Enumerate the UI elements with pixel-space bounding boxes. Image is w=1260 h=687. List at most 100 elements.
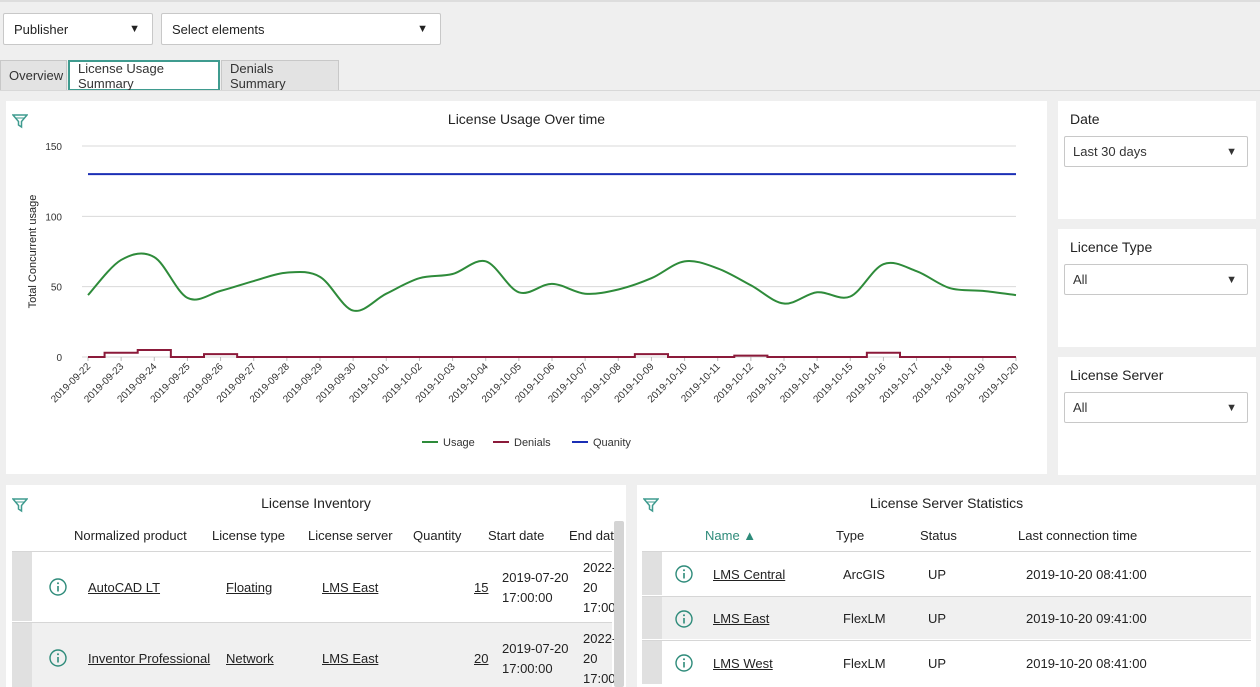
y-tick-label: 0 <box>56 353 62 364</box>
end-date-day: 20 <box>583 651 598 666</box>
product-link[interactable]: AutoCAD LT <box>88 580 161 595</box>
start-date: 2019-07-20 <box>502 570 569 585</box>
filter-icon[interactable] <box>643 497 659 513</box>
start-time: 17:00:00 <box>502 661 553 676</box>
row-handle <box>642 597 662 639</box>
column-header-quantity[interactable]: Quantity <box>413 528 462 543</box>
license-server-filter-label: License Server <box>1070 367 1164 383</box>
product-link[interactable]: Inventor Professional <box>88 651 211 666</box>
chevron-down-icon: ▼ <box>1226 273 1237 286</box>
end-time: 17:00: <box>583 600 620 615</box>
chevron-down-icon: ▼ <box>1226 145 1237 158</box>
tabs-divider <box>0 90 1260 91</box>
legend-label: Quanity <box>593 437 631 449</box>
filter-icon[interactable] <box>12 497 28 513</box>
licence-type-filter-label: Licence Type <box>1070 239 1153 255</box>
info-icon[interactable] <box>675 654 693 672</box>
table-row[interactable]: LMS West FlexLM UP 2019-10-20 08:41:00 <box>642 640 1251 684</box>
column-header-license-server[interactable]: License server <box>308 528 393 543</box>
column-header-last-connection[interactable]: Last connection time <box>1018 528 1138 543</box>
top-divider <box>0 0 1260 2</box>
start-time: 17:00:00 <box>502 590 553 605</box>
start-date: 2019-07-20 <box>502 641 569 656</box>
license-server-link[interactable]: LMS East <box>322 580 379 595</box>
server-stats-title: License Server Statistics <box>869 495 1024 511</box>
y-tick-label: 100 <box>45 212 62 223</box>
column-header-product[interactable]: Normalized product <box>74 528 187 543</box>
column-header-type[interactable]: Type <box>836 528 865 543</box>
info-icon[interactable] <box>675 565 693 583</box>
last-connection-time: 2019-10-20 09:41:00 <box>1026 611 1147 626</box>
date-select-value: Last 30 days <box>1073 144 1147 159</box>
info-icon[interactable] <box>49 578 67 596</box>
legend-label: Usage <box>443 437 475 449</box>
server-name-link[interactable]: LMS Central <box>713 567 786 582</box>
column-header-status[interactable]: Status <box>920 528 957 543</box>
elements-select[interactable]: Select elements ▼ <box>161 13 441 45</box>
license-server-select[interactable]: All ▼ <box>1064 392 1248 423</box>
server-type: ArcGIS <box>843 567 885 582</box>
licence-type-select[interactable]: All ▼ <box>1064 264 1248 295</box>
row-handle <box>12 552 32 621</box>
date-select[interactable]: Last 30 days ▼ <box>1064 136 1248 167</box>
info-icon[interactable] <box>675 610 693 628</box>
server-type: FlexLM <box>843 611 886 626</box>
row-handle <box>642 552 662 595</box>
column-header-start-date[interactable]: Start date <box>488 528 545 543</box>
column-header-end-date[interactable]: End dat <box>569 528 614 543</box>
publisher-select[interactable]: Publisher ▼ <box>3 13 153 45</box>
date-filter-panel: Date Last 30 days ▼ <box>1058 101 1256 219</box>
tab-denials-summary[interactable]: Denials Summary <box>221 60 339 91</box>
license-server-statistics-panel: License Server Statistics Name ▲ Type St… <box>637 485 1256 687</box>
tab-bar: Overview License Usage Summary Denials S… <box>0 60 340 91</box>
info-icon[interactable] <box>49 649 67 667</box>
quantity-link[interactable]: 15 <box>474 580 489 595</box>
licence-type-select-value: All <box>1073 272 1088 287</box>
column-header-license-type[interactable]: License type <box>212 528 285 543</box>
tab-overview[interactable]: Overview <box>0 60 67 91</box>
column-header-name[interactable]: Name ▲ <box>705 528 757 543</box>
series-line-denials <box>88 348 1016 358</box>
server-name-link[interactable]: LMS West <box>713 656 773 671</box>
end-time: 17:00: <box>583 671 620 686</box>
tab-license-usage-summary[interactable]: License Usage Summary <box>68 60 220 91</box>
license-type-link[interactable]: Floating <box>226 580 273 595</box>
publisher-select-label: Publisher <box>14 21 69 37</box>
chevron-down-icon: ▼ <box>1226 401 1237 414</box>
license-server-link[interactable]: LMS East <box>322 651 379 666</box>
row-handle <box>642 641 662 684</box>
license-server-select-value: All <box>1073 400 1088 415</box>
server-status: UP <box>928 611 947 626</box>
quantity-link[interactable]: 20 <box>474 651 489 666</box>
table-row[interactable]: AutoCAD LT Floating LMS East 15 2019-07-… <box>12 551 621 621</box>
chevron-down-icon: ▼ <box>417 23 428 35</box>
end-date: 2022-( <box>583 631 621 646</box>
last-connection-time: 2019-10-20 08:41:00 <box>1026 567 1147 582</box>
tab-label: Overview <box>9 68 64 83</box>
tab-label: License Usage Summary <box>78 60 164 91</box>
tab-label: Denials Summary <box>230 60 286 91</box>
table-row[interactable]: LMS Central ArcGIS UP 2019-10-20 08:41:0… <box>642 551 1251 595</box>
y-axis-label: Total Concurrent usage <box>27 195 39 309</box>
table-row[interactable]: Inventor Professional Network LMS East 2… <box>12 622 621 687</box>
chevron-down-icon: ▼ <box>129 23 140 35</box>
chart-panel: License Usage Over time 0 50 100 150 Total C… <box>6 101 1047 474</box>
filter-icon[interactable] <box>12 113 28 129</box>
end-date-day: 20 <box>583 580 598 595</box>
table-row[interactable]: LMS East FlexLM UP 2019-10-20 09:41:00 <box>642 596 1251 639</box>
server-type: FlexLM <box>843 656 886 671</box>
server-status: UP <box>928 567 947 582</box>
chart-title: License Usage Over time <box>447 111 606 127</box>
legend-label: Denials <box>514 437 551 449</box>
license-type-link[interactable]: Network <box>226 651 274 666</box>
y-tick-label: 150 <box>45 142 62 153</box>
licence-type-filter-panel: Licence Type All ▼ <box>1058 229 1256 347</box>
elements-select-label: Select elements <box>172 21 265 37</box>
inventory-title: License Inventory <box>261 495 371 511</box>
vertical-scrollbar[interactable] <box>614 521 624 687</box>
date-filter-label: Date <box>1070 111 1100 127</box>
license-server-filter-panel: License Server All ▼ <box>1058 357 1256 475</box>
server-name-link[interactable]: LMS East <box>713 611 770 626</box>
license-inventory-panel: License Inventory Normalized product Lic… <box>6 485 626 687</box>
